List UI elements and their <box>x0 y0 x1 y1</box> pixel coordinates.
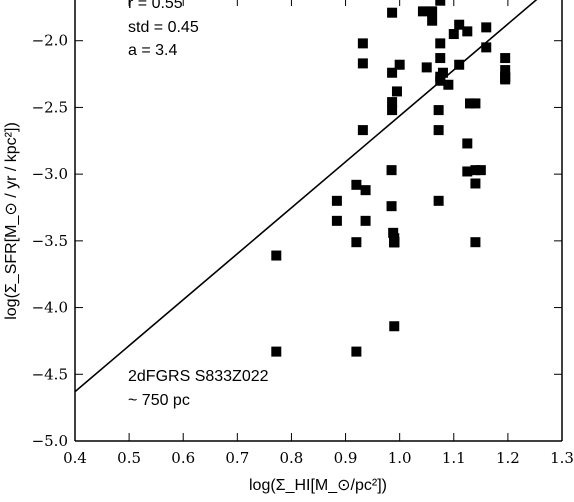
data-point <box>465 98 476 109</box>
galaxy-annotation: 2dFGRS S833Z022 ~ 750 pc <box>128 368 269 409</box>
data-point <box>271 346 282 357</box>
data-point <box>435 0 446 6</box>
fit-line <box>75 0 538 393</box>
fit-line-layer <box>75 0 538 393</box>
data-point <box>351 179 362 190</box>
data-point <box>387 67 398 78</box>
x-tick-labels: 0.4 0.5 0.6 0.7 0.8 0.9 1.0 1.1 1.2 1.3 <box>63 449 574 467</box>
points-layer <box>271 0 511 357</box>
data-point <box>443 79 454 90</box>
data-point <box>331 195 342 206</box>
x-tick-label: 0.7 <box>225 449 249 467</box>
x-tick-label: 0.9 <box>334 449 358 467</box>
x-tick-label: 0.4 <box>63 449 87 467</box>
data-point <box>427 15 438 26</box>
ticks-layer <box>74 0 563 442</box>
data-point <box>435 53 446 64</box>
x-tick-label: 0.5 <box>117 449 141 467</box>
galaxy-name: 2dFGRS S833Z022 <box>128 368 269 385</box>
data-point <box>387 105 398 116</box>
data-point <box>360 185 371 196</box>
y-tick-label: −5.0 <box>32 432 68 450</box>
data-point <box>360 215 371 226</box>
data-point <box>448 29 459 40</box>
data-point <box>388 227 399 238</box>
data-point <box>417 6 428 17</box>
data-point <box>500 53 511 64</box>
data-point <box>351 237 362 248</box>
data-point <box>475 165 486 176</box>
y-tick-label: −2.0 <box>32 32 68 50</box>
data-point <box>454 59 465 70</box>
data-point <box>351 346 362 357</box>
data-point <box>427 6 438 17</box>
data-point <box>331 215 342 226</box>
data-point <box>470 237 481 248</box>
data-point <box>470 178 481 189</box>
y-axis-label: log(Σ_SFR[M_⊙ / yr / kpc²]) <box>3 122 20 320</box>
data-point <box>470 98 481 109</box>
data-point <box>357 125 368 136</box>
data-point <box>386 165 397 176</box>
x-tick-label: 1.0 <box>388 449 412 467</box>
data-point <box>357 58 368 69</box>
data-point <box>387 97 398 108</box>
data-point <box>500 73 511 84</box>
data-point <box>421 62 432 73</box>
y-tick-label: −2.5 <box>32 98 68 116</box>
x-tick-label: 0.8 <box>280 449 304 467</box>
x-tick-label: 1.1 <box>442 449 466 467</box>
data-point <box>433 195 444 206</box>
data-point <box>389 321 400 332</box>
x-axis-label: log(Σ_HI[M_⊙/pc²]) <box>249 477 387 494</box>
data-point <box>481 42 492 53</box>
stats-std: std = 0.45 <box>128 19 199 36</box>
resolution-label: ~ 750 pc <box>128 392 190 409</box>
data-point <box>462 138 473 149</box>
data-point <box>435 38 446 49</box>
data-point <box>435 75 446 86</box>
data-point <box>433 125 444 136</box>
y-tick-labels: −5.0−4.5−4.0−3.5−3.0−2.5−2.0−1.5 <box>32 32 68 450</box>
data-point <box>454 19 465 30</box>
data-point <box>357 38 368 49</box>
data-point <box>389 237 400 248</box>
data-point <box>481 22 492 33</box>
stats-r: r = 0.55 <box>128 0 183 12</box>
data-point <box>462 166 473 177</box>
data-point <box>470 165 481 176</box>
data-point <box>500 65 511 76</box>
data-point <box>386 201 397 212</box>
stats-a: a = 3.4 <box>128 42 177 59</box>
y-tick-label: −4.0 <box>32 299 68 317</box>
y-tick-label: −3.0 <box>32 165 68 183</box>
data-point <box>437 67 448 78</box>
x-tick-label: 1.2 <box>496 449 520 467</box>
x-tick-label: 0.6 <box>171 449 195 467</box>
data-point <box>271 250 282 261</box>
x-tick-label: 1.3 <box>550 449 574 467</box>
data-point <box>387 7 398 18</box>
y-tick-label: −3.5 <box>32 232 68 250</box>
data-point <box>391 86 402 97</box>
data-point <box>394 59 405 70</box>
stats-annotation: r = 0.55 std = 0.45 a = 3.4 <box>128 0 199 59</box>
data-point <box>433 105 444 116</box>
y-tick-label: −4.5 <box>32 365 68 383</box>
data-point <box>462 26 473 37</box>
